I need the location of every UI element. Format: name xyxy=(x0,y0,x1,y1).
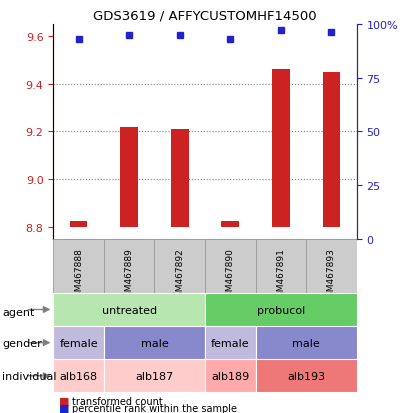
Text: agent: agent xyxy=(2,307,34,317)
FancyBboxPatch shape xyxy=(204,240,255,293)
Bar xyxy=(221,222,238,228)
Text: female: female xyxy=(59,338,98,348)
Text: transformed count: transformed count xyxy=(72,396,162,406)
Text: alb168: alb168 xyxy=(59,371,97,381)
FancyBboxPatch shape xyxy=(53,240,103,293)
Bar xyxy=(271,70,289,228)
FancyBboxPatch shape xyxy=(204,293,356,326)
FancyBboxPatch shape xyxy=(204,326,255,359)
Text: GSM467893: GSM467893 xyxy=(326,248,335,302)
FancyBboxPatch shape xyxy=(255,240,306,293)
Text: GSM467891: GSM467891 xyxy=(276,248,285,302)
FancyBboxPatch shape xyxy=(53,326,103,359)
FancyBboxPatch shape xyxy=(53,359,103,392)
FancyBboxPatch shape xyxy=(255,359,356,392)
FancyBboxPatch shape xyxy=(103,326,204,359)
Text: ■: ■ xyxy=(59,396,70,406)
Text: male: male xyxy=(292,338,319,348)
FancyBboxPatch shape xyxy=(204,359,255,392)
Text: untreated: untreated xyxy=(101,305,156,315)
FancyBboxPatch shape xyxy=(255,326,356,359)
Text: male: male xyxy=(140,338,168,348)
Text: probucol: probucol xyxy=(256,305,304,315)
Text: alb189: alb189 xyxy=(211,371,249,381)
Text: alb187: alb187 xyxy=(135,371,173,381)
Bar xyxy=(70,222,87,228)
Text: GSM467892: GSM467892 xyxy=(175,248,184,302)
Text: GSM467889: GSM467889 xyxy=(124,248,133,302)
Text: GSM467888: GSM467888 xyxy=(74,248,83,302)
Text: ■: ■ xyxy=(59,403,70,413)
Text: individual: individual xyxy=(2,371,56,381)
Text: GSM467890: GSM467890 xyxy=(225,248,234,302)
FancyBboxPatch shape xyxy=(103,359,204,392)
FancyBboxPatch shape xyxy=(306,240,356,293)
Text: gender: gender xyxy=(2,338,42,348)
Bar xyxy=(171,130,188,228)
FancyBboxPatch shape xyxy=(53,293,204,326)
Text: percentile rank within the sample: percentile rank within the sample xyxy=(72,403,236,413)
FancyBboxPatch shape xyxy=(103,240,154,293)
Bar xyxy=(120,127,138,228)
Text: alb193: alb193 xyxy=(286,371,324,381)
Text: female: female xyxy=(211,338,249,348)
FancyBboxPatch shape xyxy=(154,240,204,293)
Title: GDS3619 / AFFYCUSTOMHF14500: GDS3619 / AFFYCUSTOMHF14500 xyxy=(93,9,316,22)
Bar xyxy=(322,73,339,228)
